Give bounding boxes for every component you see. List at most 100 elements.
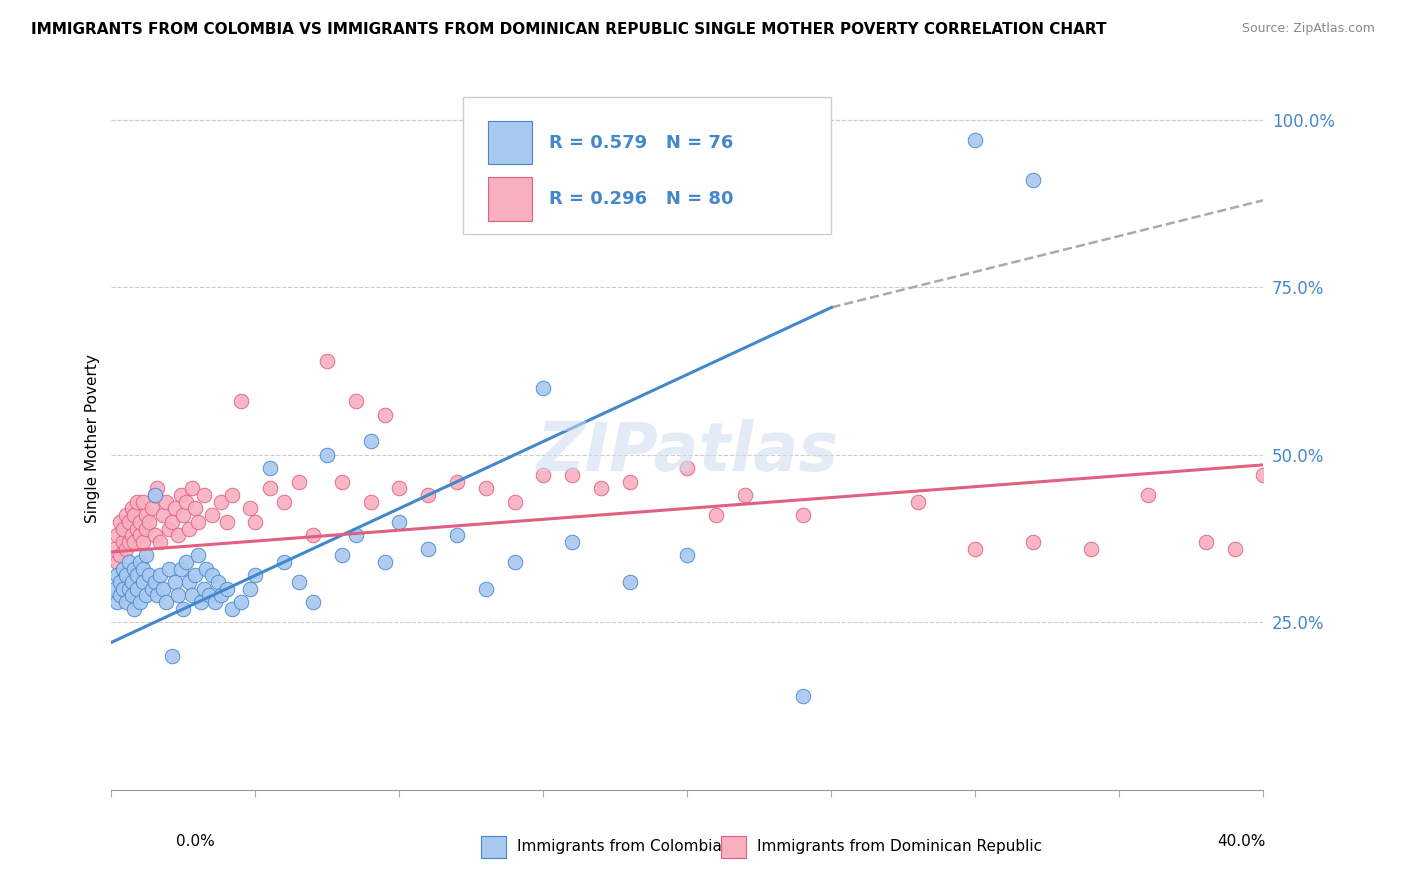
Point [374,555,396,569]
Point [132,494,155,508]
Point [302,595,325,609]
Point [184,501,207,516]
Point [127,521,149,535]
Point [215,582,238,596]
Point [152,508,174,522]
Point [155,595,177,609]
Point [239,582,262,596]
Point [160,648,183,663]
Point [132,535,155,549]
Point [209,494,232,508]
Point [155,494,177,508]
Point [221,602,243,616]
Point [273,555,295,569]
Point [193,582,215,596]
Point [166,528,188,542]
Point [792,689,814,703]
Point [374,408,396,422]
Point [287,475,309,489]
Point [475,481,498,495]
Point [344,528,367,542]
Point [179,575,201,590]
Point [360,434,382,449]
Point [141,582,163,596]
Point [124,602,146,616]
Point [181,589,204,603]
Point [163,575,186,590]
Text: 0.0%: 0.0% [176,834,215,849]
Point [179,521,201,535]
Point [531,467,554,482]
Point [229,394,252,409]
Point [121,589,143,603]
Point [190,595,212,609]
Text: R = 0.579   N = 76: R = 0.579 N = 76 [550,134,734,152]
Point [475,582,498,596]
Point [388,481,411,495]
Text: R = 0.296   N = 80: R = 0.296 N = 80 [550,190,734,208]
Point [146,481,169,495]
Point [330,475,353,489]
Point [143,575,166,590]
Y-axis label: Single Mother Poverty: Single Mother Poverty [86,353,100,523]
Point [316,448,339,462]
Point [103,582,125,596]
Point [127,568,149,582]
Point [287,575,309,590]
Point [108,589,131,603]
Text: IMMIGRANTS FROM COLOMBIA VS IMMIGRANTS FROM DOMINICAN REPUBLIC SINGLE MOTHER POV: IMMIGRANTS FROM COLOMBIA VS IMMIGRANTS F… [31,22,1107,37]
Point [129,555,152,569]
Point [166,589,188,603]
Bar [488,120,531,164]
Point [111,521,134,535]
Point [1022,535,1045,549]
Point [531,381,554,395]
Point [121,528,143,542]
Point [330,549,353,563]
Point [124,535,146,549]
Point [907,494,929,508]
Point [143,528,166,542]
Point [734,488,756,502]
Point [344,394,367,409]
Point [114,541,136,556]
Point [198,589,221,603]
Point [149,535,172,549]
Point [221,488,243,502]
Point [174,494,197,508]
Point [215,515,238,529]
Point [111,582,134,596]
Point [149,568,172,582]
Point [108,549,131,563]
Point [302,528,325,542]
Point [704,508,727,522]
FancyBboxPatch shape [463,97,831,234]
Point [129,595,152,609]
Point [169,562,191,576]
Point [239,501,262,516]
Text: Source: ZipAtlas.com: Source: ZipAtlas.com [1241,22,1375,36]
Point [105,595,128,609]
Point [121,501,143,516]
Point [1080,541,1102,556]
Point [229,595,252,609]
Point [103,541,125,556]
Point [965,541,987,556]
Point [316,354,339,368]
Point [187,515,209,529]
Point [259,461,281,475]
Point [195,562,218,576]
Point [201,568,224,582]
Text: Immigrants from Dominican Republic: Immigrants from Dominican Republic [756,839,1042,855]
Point [157,562,180,576]
Point [201,508,224,522]
Point [187,549,209,563]
Point [143,488,166,502]
Point [503,555,526,569]
Point [135,508,157,522]
Point [138,515,160,529]
Point [676,549,699,563]
Point [105,528,128,542]
Point [157,521,180,535]
Point [108,575,131,590]
